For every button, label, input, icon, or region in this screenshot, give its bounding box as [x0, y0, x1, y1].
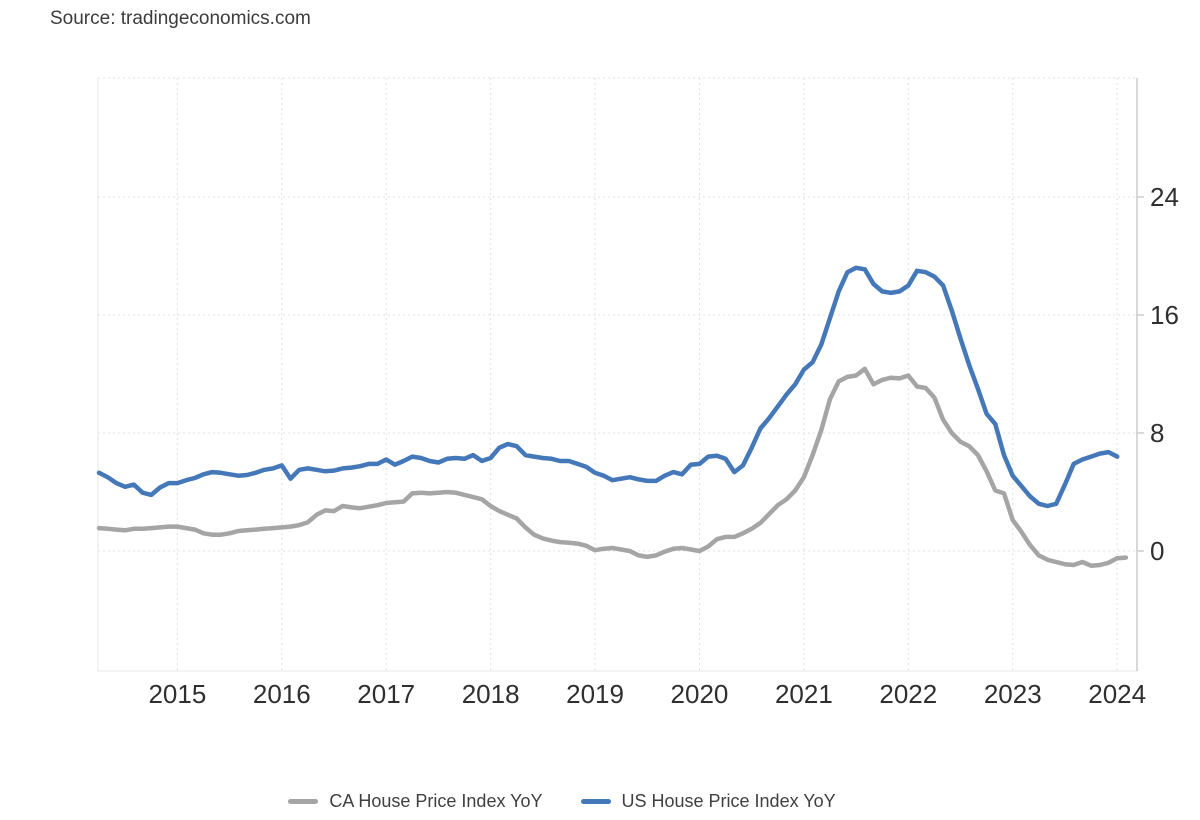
- legend-label-ca: CA House Price Index YoY: [329, 791, 543, 811]
- x-tick-label: 2023: [984, 679, 1042, 709]
- x-tick-label: 2019: [566, 679, 624, 709]
- y-tick-label: 8: [1150, 418, 1164, 448]
- legend-item-ca[interactable]: CA House Price Index YoY: [288, 791, 543, 812]
- chart-canvas[interactable]: 0 8 16 24 2015 2016 2017 2018 2019 2020 2021 2022 20…: [0, 0, 1200, 770]
- ca-line-swatch-icon: [288, 799, 319, 804]
- x-tick-label: 2016: [253, 679, 311, 709]
- x-tick-label: 2015: [148, 679, 206, 709]
- series-line-us: [96, 265, 1120, 509]
- y-tick-label: 24: [1150, 182, 1179, 212]
- x-tick-label: 2020: [671, 679, 729, 709]
- x-tick-label: 2018: [462, 679, 520, 709]
- legend-item-us[interactable]: US House Price Index YoY: [580, 791, 836, 812]
- y-tick-label: 16: [1150, 300, 1179, 330]
- x-tick-label: 2017: [357, 679, 415, 709]
- legend-label-us: US House Price Index YoY: [621, 791, 836, 811]
- x-tick-label: 2022: [879, 679, 937, 709]
- source-label: Source: tradingeconomics.com: [50, 8, 311, 29]
- x-tick-label: 2024: [1088, 679, 1146, 709]
- x-tick-label: 2021: [775, 679, 833, 709]
- series-line-ca: [96, 366, 1129, 568]
- chart-legend: CA House Price Index YoY US House Price …: [0, 791, 1162, 812]
- y-tick-label: 0: [1150, 536, 1164, 566]
- us-line-swatch-icon: [580, 799, 611, 804]
